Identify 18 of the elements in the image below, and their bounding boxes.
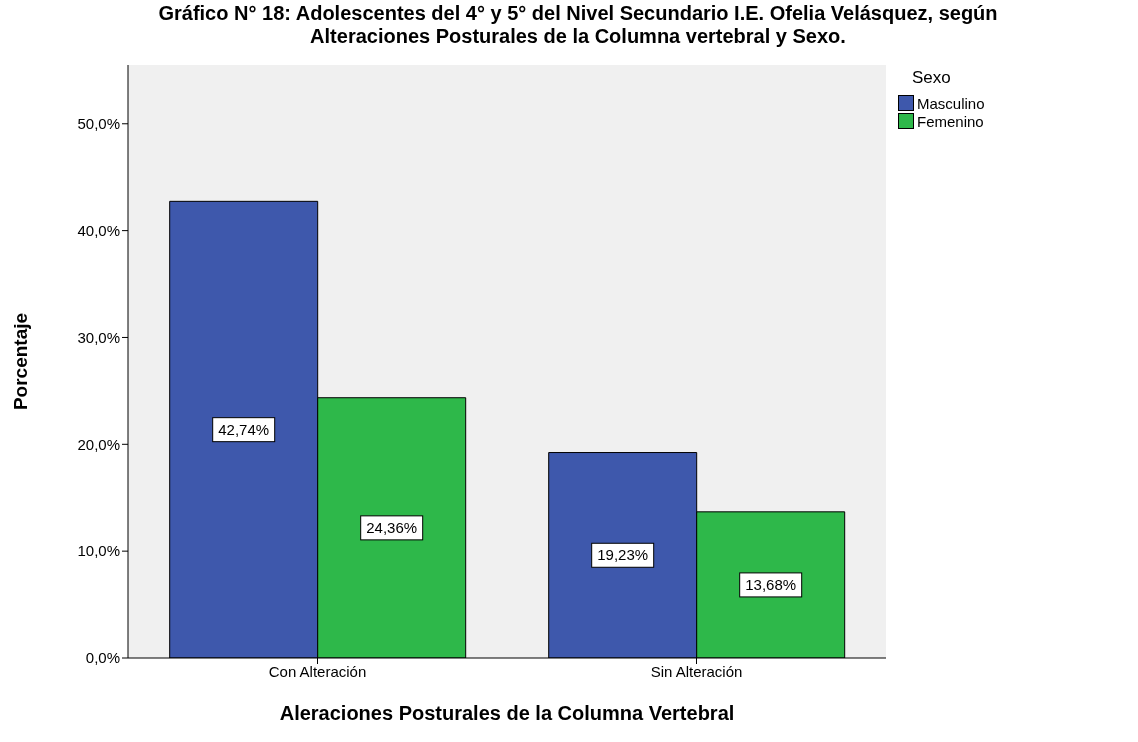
legend-label: Masculino: [917, 94, 985, 112]
x-tick-label: Sin Alteración: [650, 662, 743, 680]
y-tick-label: 20,0%: [77, 435, 120, 453]
y-tick-label: 50,0%: [77, 115, 120, 133]
y-axis-title: Porcentaje: [9, 312, 31, 411]
data-label: 19,23%: [597, 546, 649, 564]
chart-title: Gráfico N° 18: Adolescentes del 4° y 5° del Nivel Secundario I.E. Ofelia Velásquez, según Alteraciones Posturales de la Columna vertebral y Sexo.: [157, 2, 999, 48]
legend-label: Femenino: [917, 112, 984, 130]
x-axis-title: Aleraciones Posturales de la Columna Vertebral: [279, 702, 735, 724]
x-tick-label: Con Alteración: [268, 662, 367, 680]
data-label: 42,74%: [218, 420, 270, 438]
y-tick-label: 10,0%: [77, 542, 120, 560]
legend-title: Sexo: [912, 68, 952, 88]
y-tick-label: 0,0%: [85, 649, 120, 667]
data-label: 24,36%: [366, 518, 418, 536]
y-tick-label: 40,0%: [77, 221, 120, 239]
data-label: 13,68%: [745, 575, 797, 593]
y-tick-label: 30,0%: [77, 328, 120, 346]
